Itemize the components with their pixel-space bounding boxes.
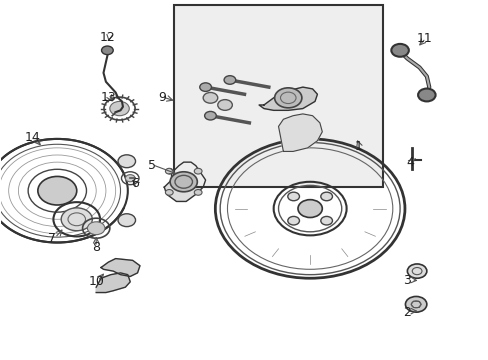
Circle shape <box>200 83 211 91</box>
Text: 4: 4 <box>405 156 413 168</box>
Text: 12: 12 <box>99 31 115 44</box>
Circle shape <box>125 175 135 182</box>
Text: 7: 7 <box>48 233 56 246</box>
Circle shape <box>274 88 301 108</box>
Text: 8: 8 <box>92 241 100 255</box>
Text: 2: 2 <box>403 306 410 319</box>
Circle shape <box>87 222 105 235</box>
Circle shape <box>217 100 232 111</box>
Polygon shape <box>164 162 205 202</box>
Circle shape <box>390 44 408 57</box>
Circle shape <box>287 192 299 201</box>
Circle shape <box>118 155 135 168</box>
Circle shape <box>405 296 426 312</box>
Circle shape <box>287 216 299 225</box>
Circle shape <box>118 214 135 226</box>
Text: 11: 11 <box>416 32 431 45</box>
Text: 9: 9 <box>158 91 165 104</box>
Polygon shape <box>96 273 130 293</box>
Circle shape <box>61 208 92 231</box>
Circle shape <box>297 200 322 217</box>
Polygon shape <box>259 87 317 111</box>
Circle shape <box>194 189 202 195</box>
Circle shape <box>165 168 173 174</box>
Circle shape <box>320 216 332 225</box>
Text: 5: 5 <box>148 159 156 172</box>
Circle shape <box>203 93 217 103</box>
Text: 6: 6 <box>131 177 139 190</box>
Text: 13: 13 <box>100 91 116 104</box>
Circle shape <box>224 76 235 84</box>
Circle shape <box>320 192 332 201</box>
Text: 1: 1 <box>354 140 362 153</box>
Circle shape <box>407 264 426 278</box>
Text: 3: 3 <box>403 274 410 287</box>
Circle shape <box>204 111 216 120</box>
Circle shape <box>194 168 202 174</box>
Text: 14: 14 <box>25 131 41 144</box>
Polygon shape <box>278 114 322 152</box>
Circle shape <box>38 176 77 205</box>
Polygon shape <box>101 258 140 276</box>
Circle shape <box>102 46 113 55</box>
Circle shape <box>110 102 129 116</box>
Circle shape <box>165 189 173 195</box>
Circle shape <box>417 89 435 102</box>
Circle shape <box>170 172 197 192</box>
Text: 10: 10 <box>88 275 104 288</box>
Bar <box>174 5 382 187</box>
